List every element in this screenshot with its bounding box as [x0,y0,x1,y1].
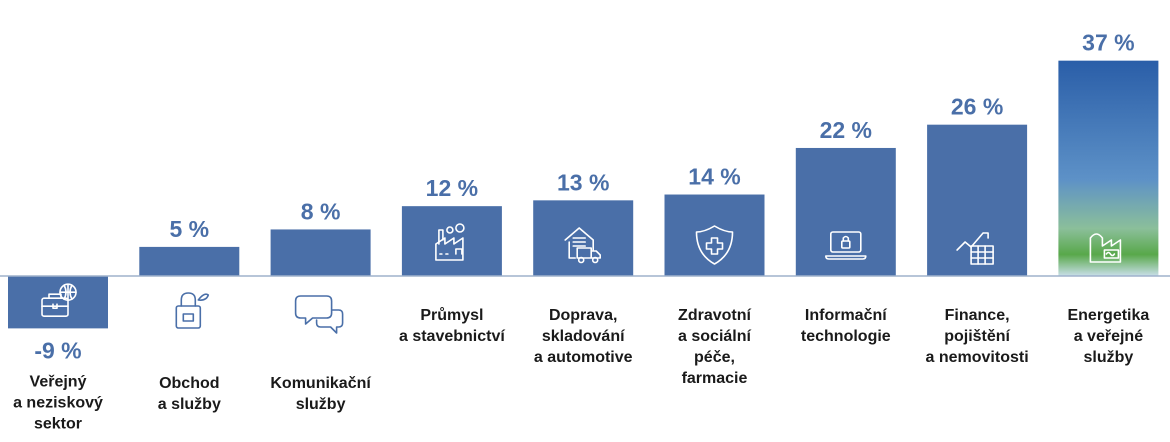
value-label-1: -9 % [34,337,81,363]
growth-chart-icon [956,232,994,265]
bar-4 [401,206,502,276]
category-label-2: Obchod a služby [158,375,221,413]
bar-8 [927,124,1028,277]
category-label-5: Doprava, skladování a automotive [534,307,633,366]
value-label-5: 13 % [557,169,609,195]
value-label-8: 26 % [951,94,1003,120]
value-label-9: 37 % [1082,30,1134,56]
category-label-9: Energetika a veřejné služby [1067,307,1149,366]
bar-2 [139,246,240,276]
value-label-4: 12 % [426,175,478,201]
briefcase-globe-icon [41,283,77,317]
bar-1 [8,276,108,329]
category-label-7: Informační technologie [801,307,891,345]
category-label-4: Průmysl a stavebnictví [399,307,505,345]
laptop-lock-icon [824,231,867,260]
shopping-bag-icon [175,292,210,329]
value-label-7: 22 % [820,117,872,143]
bar-9 [1058,60,1159,276]
warehouse-truck-icon [564,227,602,264]
bar-3 [270,229,371,276]
chat-bubbles-icon [294,295,344,334]
shield-cross-icon [695,225,734,265]
bar-7 [795,147,896,276]
value-label-2: 5 % [169,216,209,242]
category-label-1: Veřejný a neziskový sektor [13,373,103,432]
category-label-6: Zdravotní a sociální péče, farmacie [678,307,751,387]
value-label-6: 14 % [688,164,740,190]
factory-icon [435,223,465,261]
value-label-3: 8 % [301,198,341,224]
energy-plant-icon [1089,233,1122,263]
bar-6 [664,194,765,276]
category-label-3: Komunikační služby [270,375,371,413]
category-label-8: Finance, pojištění a nemovitosti [926,307,1029,366]
